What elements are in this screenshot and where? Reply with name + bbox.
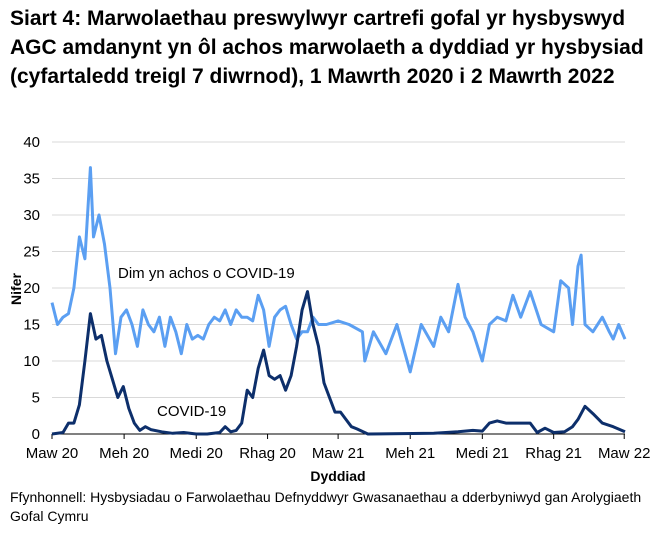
x-tick-label: Maw 22 xyxy=(598,445,651,462)
y-tick-label: 10 xyxy=(23,353,40,370)
series-label-covid: COVID-19 xyxy=(157,403,226,420)
series-line-covid xyxy=(51,290,626,436)
series-line-non-covid xyxy=(50,166,627,374)
source-note: Ffynhonnell: Hysbysiadau o Farwolaethau … xyxy=(10,489,642,524)
chart-title: Siart 4: Marwolaethau preswylwyr cartref… xyxy=(10,7,644,88)
y-tick-label: 5 xyxy=(32,390,40,407)
y-tick-label: 0 xyxy=(32,426,40,443)
y-tick-label: 20 xyxy=(23,280,40,297)
y-axis-label: Nifer xyxy=(8,273,24,305)
series-lines xyxy=(50,166,627,436)
x-tick-label: Meh 20 xyxy=(99,445,149,462)
y-tick-label: 15 xyxy=(23,317,40,334)
y-tick-label: 30 xyxy=(23,207,40,224)
x-tick-label: Rhag 21 xyxy=(525,445,582,462)
x-tick-label: Medi 20 xyxy=(170,445,223,462)
series-label-non-covid: Dim yn achos o COVID-19 xyxy=(118,265,295,282)
y-tick-label: 35 xyxy=(23,171,40,188)
x-axis: Maw 20 Meh 20 Medi 20 Rhag 20 Maw 21 Meh 21 Me… xyxy=(26,433,651,462)
y-tick-label: 40 xyxy=(23,134,40,151)
x-tick-label: Maw 20 xyxy=(26,445,79,462)
gridlines xyxy=(52,141,625,398)
y-tick-label: 25 xyxy=(23,244,40,261)
x-tick-label: Rhag 20 xyxy=(239,445,296,462)
x-tick-label: Maw 21 xyxy=(312,445,365,462)
x-tick-label: Meh 21 xyxy=(385,445,435,462)
x-axis-label: Dyddiad xyxy=(310,468,365,484)
x-tick-label: Medi 21 xyxy=(456,445,509,462)
y-axis-ticks: 0 5 10 15 20 25 30 35 40 xyxy=(23,134,40,443)
